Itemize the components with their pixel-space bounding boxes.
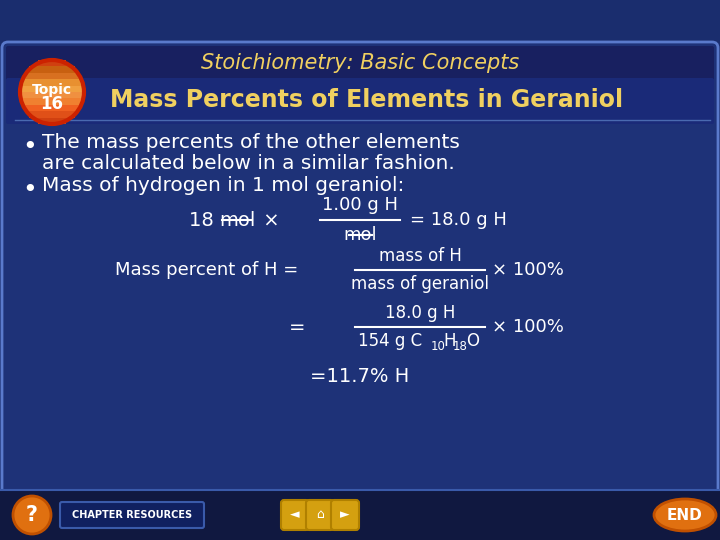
Circle shape <box>13 496 51 534</box>
Bar <box>22 98 83 105</box>
FancyBboxPatch shape <box>306 500 334 530</box>
Text: CHAPTER RESOURCES: CHAPTER RESOURCES <box>72 510 192 520</box>
Bar <box>24 105 80 111</box>
Bar <box>20 86 84 92</box>
Wedge shape <box>20 60 84 124</box>
Wedge shape <box>20 60 84 124</box>
Text: END: END <box>667 508 703 523</box>
Bar <box>38 118 66 124</box>
Text: ◄: ◄ <box>290 509 300 522</box>
Text: 10: 10 <box>431 340 446 353</box>
Wedge shape <box>20 60 84 124</box>
Text: •: • <box>22 135 37 159</box>
Text: 16: 16 <box>40 95 63 113</box>
FancyBboxPatch shape <box>6 46 714 84</box>
FancyBboxPatch shape <box>60 502 204 528</box>
Wedge shape <box>20 60 84 124</box>
Text: mass of geraniol: mass of geraniol <box>351 275 489 293</box>
FancyBboxPatch shape <box>331 500 359 530</box>
Text: × 100%: × 100% <box>492 318 564 336</box>
Text: The mass percents of the other elements: The mass percents of the other elements <box>42 133 460 152</box>
Text: 18: 18 <box>453 340 468 353</box>
Text: ×: × <box>257 211 279 229</box>
Bar <box>22 79 83 86</box>
Text: Stoichiometry: Basic Concepts: Stoichiometry: Basic Concepts <box>201 53 519 73</box>
Text: Mass percent of H =: Mass percent of H = <box>115 261 298 279</box>
Text: = 18.0 g H: = 18.0 g H <box>410 211 507 229</box>
Wedge shape <box>20 60 84 124</box>
Bar <box>29 66 75 73</box>
Bar <box>29 111 75 118</box>
Text: ?: ? <box>26 505 38 525</box>
Wedge shape <box>20 60 84 124</box>
Wedge shape <box>20 60 84 124</box>
Text: Mass Percents of Elements in Geraniol: Mass Percents of Elements in Geraniol <box>110 88 623 112</box>
Text: ►: ► <box>340 509 350 522</box>
Text: Topic: Topic <box>32 83 72 97</box>
Text: •: • <box>22 178 37 202</box>
Text: =11.7% H: =11.7% H <box>310 368 409 387</box>
Text: 18.0 g H: 18.0 g H <box>384 304 455 322</box>
Bar <box>38 60 66 66</box>
FancyBboxPatch shape <box>281 500 309 530</box>
Wedge shape <box>20 60 84 124</box>
FancyBboxPatch shape <box>0 490 720 540</box>
Bar <box>24 73 80 79</box>
Text: mol: mol <box>343 226 377 244</box>
Text: O: O <box>466 332 479 350</box>
Text: =: = <box>289 318 305 336</box>
FancyBboxPatch shape <box>6 78 714 124</box>
Text: 154 g C: 154 g C <box>358 332 422 350</box>
Text: × 100%: × 100% <box>492 261 564 279</box>
Text: ⌂: ⌂ <box>316 509 324 522</box>
Bar <box>20 92 84 98</box>
Text: are calculated below in a similar fashion.: are calculated below in a similar fashio… <box>42 154 455 173</box>
Text: Mass of hydrogen in 1 mol geraniol:: Mass of hydrogen in 1 mol geraniol: <box>42 176 405 195</box>
Text: 18: 18 <box>189 211 220 229</box>
Text: 1.00 g H: 1.00 g H <box>322 196 398 214</box>
Wedge shape <box>20 60 84 124</box>
FancyBboxPatch shape <box>2 42 718 498</box>
Text: mol: mol <box>219 211 255 229</box>
Wedge shape <box>20 60 84 124</box>
Text: mass of H: mass of H <box>379 247 462 265</box>
Ellipse shape <box>654 499 716 531</box>
Text: H: H <box>443 332 456 350</box>
